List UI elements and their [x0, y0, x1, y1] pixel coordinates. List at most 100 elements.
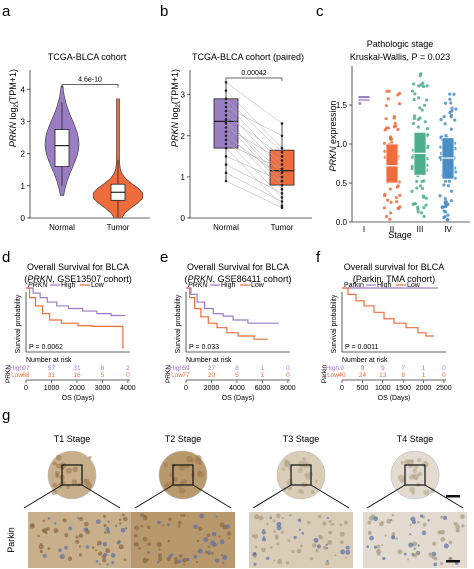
zoom-box — [172, 464, 194, 486]
chart-b-ylabel: PRKN log2(TPM+1) — [170, 69, 182, 147]
km-ylabel: Survival probability — [15, 294, 22, 353]
cell-nucleus — [64, 533, 69, 538]
risk-table-title: Number at risk — [342, 357, 388, 364]
cell-nucleus — [182, 563, 185, 566]
data-point — [446, 213, 450, 217]
panel-letter-a: a — [2, 3, 11, 20]
cell-nucleus — [97, 551, 103, 556]
km-legend: PRKN High Low — [28, 282, 105, 289]
cell-nucleus — [276, 521, 282, 527]
cell-nucleus — [42, 553, 47, 558]
cell-nucleus — [455, 524, 460, 529]
tissue-texture — [52, 482, 57, 488]
risk-label-high: High — [10, 365, 24, 372]
data-point — [384, 104, 388, 108]
cell-nucleus — [339, 531, 345, 537]
tissue-texture — [416, 473, 421, 477]
cell-nucleus — [386, 518, 392, 524]
data-point — [397, 102, 402, 106]
tissue-texture — [59, 480, 66, 486]
cell-nucleus — [339, 523, 343, 527]
panel-letter-d: d — [2, 249, 10, 266]
data-point — [425, 84, 429, 88]
cell-nucleus — [219, 539, 225, 545]
data-point — [454, 170, 458, 174]
tissue-texture — [180, 481, 185, 486]
data-point — [398, 193, 402, 197]
cell-nucleus — [281, 517, 284, 520]
cell-nucleus — [408, 542, 414, 548]
y-tick-label: 1 — [21, 182, 26, 191]
pair-point — [224, 155, 228, 158]
data-point — [358, 101, 362, 105]
cell-nucleus — [344, 520, 348, 525]
pair-line — [225, 127, 283, 161]
data-point — [448, 110, 452, 115]
data-point — [420, 179, 424, 184]
pair-line — [225, 98, 283, 153]
cell-nucleus — [162, 524, 165, 527]
cell-nucleus — [185, 557, 190, 562]
cell-nucleus — [62, 518, 67, 523]
cell-nucleus — [439, 529, 445, 535]
pair-line — [225, 123, 283, 186]
data-point — [424, 203, 428, 207]
cell-nucleus — [168, 517, 172, 521]
risk-table-title: Number at risk — [186, 357, 232, 364]
cell-nucleus — [142, 558, 148, 564]
pair-point — [224, 171, 228, 175]
risk-low-count: 1 — [422, 372, 426, 379]
pair-point — [280, 183, 284, 187]
x-tick-label: 2000 — [416, 385, 432, 392]
cell-nucleus — [325, 561, 330, 566]
tissue-texture — [409, 459, 415, 464]
tissue-texture — [52, 461, 57, 466]
cell-nucleus — [334, 554, 337, 557]
data-point — [449, 115, 453, 119]
km-title: Overall Survival for BLCA — [187, 262, 289, 272]
data-point — [443, 122, 447, 126]
cell-nucleus — [105, 548, 111, 554]
zoom-line-right — [424, 484, 464, 509]
cell-nucleus — [107, 520, 110, 523]
p-value-label: 0.00042 — [241, 70, 266, 77]
chart-c-subtitle: Kruskal-Wallis, P = 0.023 — [350, 52, 450, 62]
cell-nucleus — [275, 513, 281, 519]
tissue-texture — [423, 489, 430, 496]
panel-f-km-chart: Overall survival for BLCA (Parkin, TMA co… — [321, 262, 452, 402]
cell-nucleus — [105, 526, 110, 532]
risk-low-count: 0 — [286, 372, 290, 379]
panel-d-km-chart: Overall Survival for BLCA (PRKN, GSE13507… — [5, 262, 136, 402]
tissue-texture — [88, 455, 92, 460]
panel-c-stage-chart: Pathologic stage Kruskal-Wallis, P = 0.0… — [328, 39, 470, 240]
cell-nucleus — [410, 516, 416, 522]
cell-nucleus — [291, 549, 295, 554]
scale-bar — [446, 560, 460, 563]
cell-nucleus — [204, 550, 208, 554]
data-point — [442, 183, 446, 187]
cell-nucleus — [197, 550, 200, 553]
risk-low-count: 5 — [235, 372, 239, 379]
cell-nucleus — [120, 527, 126, 533]
risk-gene-label: PRKN — [165, 365, 172, 383]
data-point — [443, 196, 447, 201]
data-point — [394, 196, 398, 200]
cell-nucleus — [439, 562, 444, 566]
risk-low-count: 0 — [442, 372, 446, 379]
tissue-texture — [281, 467, 286, 472]
cell-nucleus — [39, 550, 43, 554]
risk-high-count: 0 — [442, 365, 446, 372]
risk-high-count: 57 — [48, 365, 56, 372]
cell-nucleus — [340, 549, 346, 555]
cell-nucleus — [345, 556, 348, 559]
km-curve-high — [186, 287, 279, 324]
pair-point — [280, 187, 284, 191]
zoom-box — [290, 464, 312, 486]
legend-title: PRKN — [28, 282, 48, 289]
cell-nucleus — [114, 524, 118, 528]
pair-point — [280, 150, 284, 154]
cell-nucleus — [306, 520, 311, 525]
cell-nucleus — [440, 536, 446, 542]
zoom-box — [61, 464, 83, 486]
cell-nucleus — [95, 560, 99, 563]
